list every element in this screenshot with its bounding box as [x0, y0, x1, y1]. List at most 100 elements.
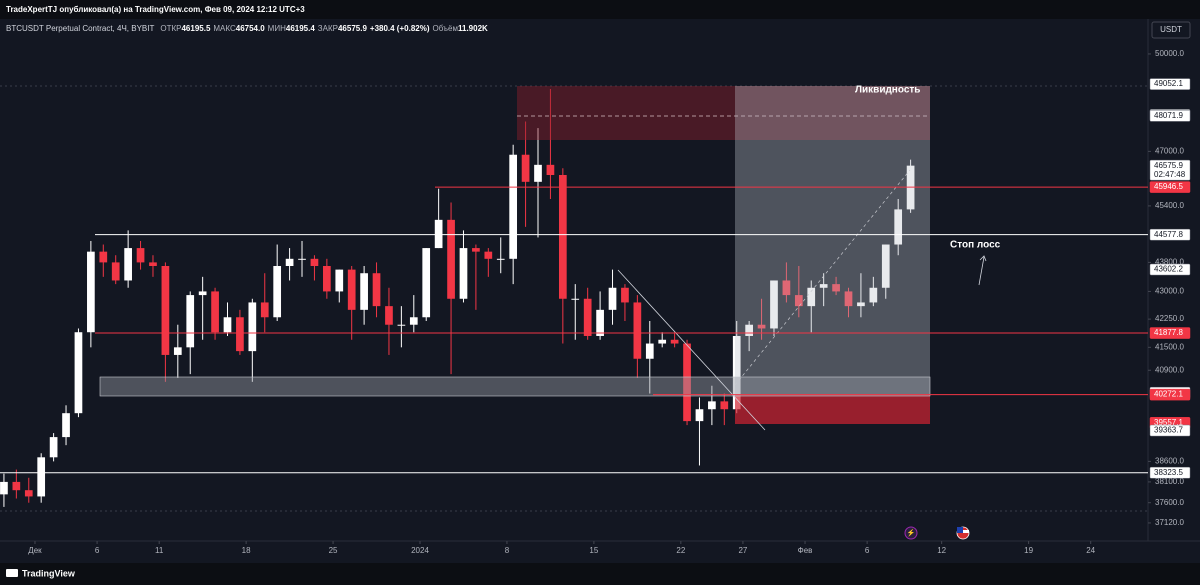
candle-body [881, 244, 890, 288]
candle-body [558, 175, 567, 299]
legend-text: 46754.0 [236, 24, 265, 33]
candle-body [720, 401, 729, 410]
candle-body [323, 265, 331, 292]
candle-body [869, 287, 878, 303]
x-tick-label: 6 [95, 546, 100, 555]
candle-body [857, 302, 865, 307]
x-tick-label: 19 [1024, 546, 1033, 555]
y-tick-label: 45400.0 [1155, 201, 1184, 210]
x-tick-label: 6 [865, 546, 870, 555]
candle-body [658, 339, 667, 344]
price-tag [1149, 388, 1191, 401]
x-tick-label: 15 [589, 546, 598, 555]
candle-body [62, 413, 70, 438]
x-tick-label: 24 [1086, 546, 1095, 555]
candle-body [149, 262, 157, 266]
candle-body [335, 269, 344, 292]
candle-body [571, 298, 580, 300]
annotation: Ликвидность [855, 85, 920, 96]
candle-body [633, 302, 642, 359]
candle-body [509, 154, 518, 259]
candle-body [397, 324, 406, 326]
currency-box [1151, 21, 1191, 39]
legend-text: МАКС [213, 24, 236, 33]
legend-text: +380.4 (+0.82%) [370, 24, 430, 33]
candle-body [496, 258, 505, 260]
y-tick-label: 37120.0 [1155, 518, 1184, 527]
legend-text: 46195.4 [286, 24, 315, 33]
candle-body [472, 248, 480, 252]
candle-body [782, 280, 791, 296]
currency: USDT [1160, 25, 1182, 34]
event-icon[interactable] [904, 526, 918, 540]
y-tick-label: 38600.0 [1155, 456, 1184, 465]
legend-text: ОТКР [160, 24, 181, 33]
candle-body [794, 295, 803, 307]
candle-body [695, 409, 704, 422]
x-tick-label: 8 [505, 546, 510, 555]
candle-body [347, 269, 356, 310]
price-tag-countdown: 02:47:48 [1154, 170, 1186, 179]
candle-body [49, 437, 58, 458]
price-tag-label: 38323.5 [1154, 468, 1183, 477]
candle-body [99, 251, 108, 263]
candle-body [645, 343, 654, 359]
candle-body [894, 209, 903, 245]
arrow [978, 256, 985, 286]
price-tag-label: 43602.2 [1154, 265, 1183, 274]
candle-body [745, 324, 753, 336]
liquidity-zone [517, 86, 930, 140]
price-tag [1149, 159, 1191, 181]
candle-body [385, 306, 393, 325]
price-tag-label: 45946.5 [1154, 182, 1183, 191]
candle-body [596, 309, 604, 336]
trend-line [617, 269, 766, 431]
candle-body [422, 248, 431, 318]
candle-body [447, 219, 455, 299]
top-bar [0, 0, 1200, 19]
candle-body [111, 262, 120, 281]
price-tag [1149, 466, 1191, 479]
candle-body [732, 335, 741, 410]
footer [0, 563, 1200, 585]
price-tag-label: 49052.1 [1154, 79, 1183, 88]
candle-body [583, 298, 592, 336]
x-tick-label: 22 [676, 546, 685, 555]
price-tag-label: 48071.9 [1154, 111, 1183, 120]
candle-body [87, 251, 95, 333]
candle-body [223, 317, 232, 333]
x-tick-label: 27 [738, 546, 747, 555]
support-zone [99, 376, 931, 397]
x-tick-label: 12 [937, 546, 946, 555]
y-tick-label: 47000.0 [1155, 146, 1184, 155]
candle-body [621, 287, 629, 303]
y-tick-label: 43800.0 [1155, 258, 1184, 267]
legend-text: 11.902K [458, 24, 488, 33]
candle-body [534, 164, 542, 182]
candle-body [161, 265, 170, 355]
candle-body [708, 401, 716, 410]
legend-text: 46575.9 [338, 24, 367, 33]
y-tick-label: 43000.0 [1155, 287, 1184, 296]
candle-body [670, 339, 679, 344]
candle-body [211, 291, 219, 333]
candle-body [484, 251, 493, 259]
x-tick-label: 2024 [411, 546, 429, 555]
x-tick-label: 11 [155, 546, 164, 555]
candle-body [521, 154, 530, 182]
price-tag [1149, 228, 1191, 241]
flag-canton [957, 527, 963, 533]
candle-body [173, 347, 182, 355]
candle-body [409, 317, 418, 325]
candle-body [757, 324, 766, 329]
price-tag-label: 39363.7 [1154, 426, 1183, 435]
arrow-head [979, 255, 987, 262]
candle-body [12, 481, 21, 491]
candle-body [285, 258, 294, 266]
x-tick-label: 25 [329, 546, 338, 555]
candle-body [459, 248, 468, 299]
candle-body [819, 284, 828, 288]
projection-line [734, 169, 911, 386]
legend-text: 46195.5 [181, 24, 210, 33]
